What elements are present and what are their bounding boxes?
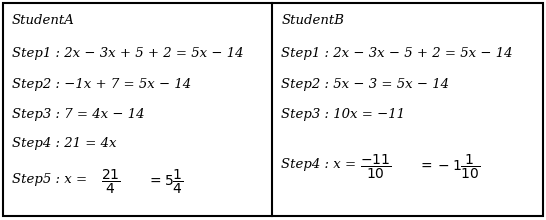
Text: Step3 : 7 = 4x − 14: Step3 : 7 = 4x − 14 bbox=[12, 108, 145, 121]
Text: $= -1\dfrac{1}{10}$: $= -1\dfrac{1}{10}$ bbox=[418, 153, 480, 181]
Text: Step4 : x =: Step4 : x = bbox=[281, 158, 357, 171]
Text: Step2 : −1x + 7 = 5x − 14: Step2 : −1x + 7 = 5x − 14 bbox=[12, 78, 191, 91]
Text: Step1 : 2x − 3x + 5 + 2 = 5x − 14: Step1 : 2x − 3x + 5 + 2 = 5x − 14 bbox=[12, 47, 244, 60]
Text: Step1 : 2x − 3x − 5 + 2 = 5x − 14: Step1 : 2x − 3x − 5 + 2 = 5x − 14 bbox=[281, 47, 513, 60]
Text: $\dfrac{-11}{10}$: $\dfrac{-11}{10}$ bbox=[360, 153, 391, 181]
Text: Step3 : 10x = −11: Step3 : 10x = −11 bbox=[281, 108, 405, 121]
Text: $\dfrac{21}{4}$: $\dfrac{21}{4}$ bbox=[101, 167, 121, 196]
Text: Step5 : x =: Step5 : x = bbox=[12, 173, 87, 186]
Text: StudentB: StudentB bbox=[281, 14, 344, 27]
Text: StudentA: StudentA bbox=[12, 14, 75, 27]
Text: Step4 : 21 = 4x: Step4 : 21 = 4x bbox=[12, 138, 116, 150]
Text: $= 5\dfrac{1}{4}$: $= 5\dfrac{1}{4}$ bbox=[147, 167, 184, 196]
Text: Step2 : 5x − 3 = 5x − 14: Step2 : 5x − 3 = 5x − 14 bbox=[281, 78, 449, 91]
